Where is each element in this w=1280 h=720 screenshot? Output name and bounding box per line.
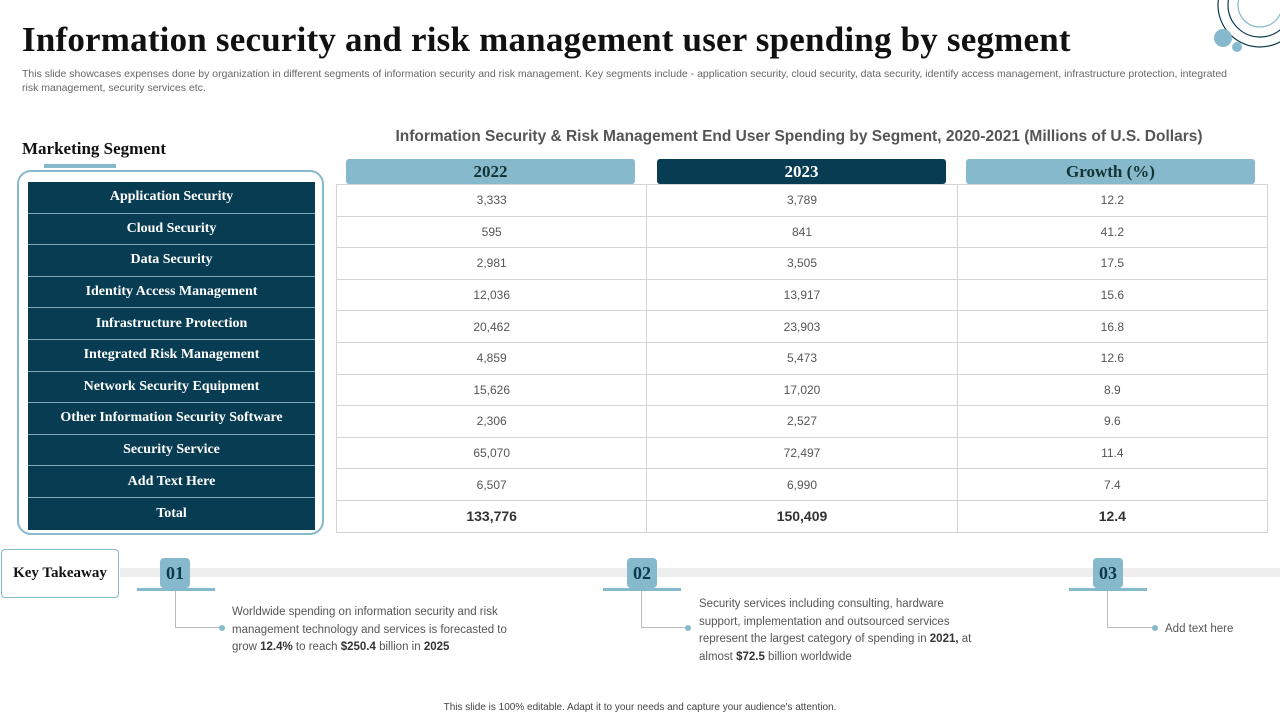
segment-row-security-service: Security Service xyxy=(28,434,315,467)
table-cell: 6,507 xyxy=(335,468,648,501)
table-cell: 2,981 xyxy=(335,247,648,280)
table-row: 65,070 72,497 11.4 xyxy=(335,436,1269,470)
table-cell: 11.4 xyxy=(956,436,1269,470)
takeaway-connector-03 xyxy=(1107,591,1154,628)
page-subtitle: This slide showcases expenses done by or… xyxy=(22,68,1228,94)
table-cell: 7.4 xyxy=(956,468,1269,501)
table-row: 4,859 5,473 12.6 xyxy=(335,341,1269,375)
takeaway-dot-03 xyxy=(1152,625,1158,631)
takeaway-dot-01 xyxy=(219,625,225,631)
takeaway-dot-02 xyxy=(685,625,691,631)
table-cell: 8.9 xyxy=(956,373,1269,407)
takeaway-text-run: Security services including consulting, … xyxy=(699,598,950,645)
table-cell: 3,505 xyxy=(646,247,958,280)
table-total-row: 133,776 150,409 12.4 xyxy=(335,499,1269,533)
table-row: 3,333 3,789 12.2 xyxy=(335,184,1269,217)
segment-row-network-security-equipment: Network Security Equipment xyxy=(28,371,315,404)
takeaway-text-01: Worldwide spending on information securi… xyxy=(232,604,522,657)
table-total-cell: 133,776 xyxy=(335,499,648,533)
table-row: 6,507 6,990 7.4 xyxy=(335,468,1269,501)
takeaway-underline-03 xyxy=(1069,588,1147,591)
table-total-cell: 12.4 xyxy=(956,499,1269,533)
footer-note: This slide is 100% editable. Adapt it to… xyxy=(443,702,837,713)
segment-row-other-information-security-software: Other Information Security Software xyxy=(28,403,315,435)
segment-row-total: Total xyxy=(28,497,315,530)
takeaway-highlight: 2021, xyxy=(929,633,959,645)
segment-row-infrastructure-protection: Infrastructure Protection xyxy=(28,308,315,340)
table-cell: 595 xyxy=(335,215,648,249)
takeaway-text-run: Worldwide spending on information securi… xyxy=(232,606,507,653)
table-cell: 12,036 xyxy=(335,278,648,312)
table-cell: 15,626 xyxy=(335,373,648,407)
takeaway-connector-02 xyxy=(641,591,688,628)
segment-row-data-security: Data Security xyxy=(28,245,315,277)
takeaway-text-run: billion worldwide xyxy=(764,650,852,663)
segment-list: Application Security Cloud Security Data… xyxy=(28,182,315,530)
takeaway-number-03: 03 xyxy=(1093,558,1123,588)
takeaway-underline-02 xyxy=(603,588,681,591)
table-cell: 2,527 xyxy=(646,405,958,438)
table-cell: 3,333 xyxy=(335,184,648,217)
table-cell: 17,020 xyxy=(646,373,958,407)
table-row: 20,462 23,903 16.8 xyxy=(335,310,1269,343)
table-cell: 13,917 xyxy=(646,278,958,312)
table-cell: 65,070 xyxy=(335,436,648,470)
table-cell: 20,462 xyxy=(335,310,648,343)
column-header-2023: 2023 xyxy=(657,159,946,184)
table-row: 15,626 17,020 8.9 xyxy=(335,373,1269,407)
table-cell: 41.2 xyxy=(956,215,1269,249)
takeaway-number-01: 01 xyxy=(160,558,190,588)
table-cell: 16.8 xyxy=(956,310,1269,343)
takeaway-text-02: Security services including consulting, … xyxy=(699,596,984,666)
column-header-2022: 2022 xyxy=(346,159,635,184)
segment-row-add-text-here: Add Text Here xyxy=(28,466,315,498)
table-cell: 4,859 xyxy=(335,341,648,375)
segment-row-cloud-security: Cloud Security xyxy=(28,213,315,246)
takeaway-bar xyxy=(120,568,1280,577)
page-title: Information security and risk management… xyxy=(22,20,1071,59)
key-takeaway-label: Key Takeaway xyxy=(1,549,119,598)
takeaway-underline-01 xyxy=(137,588,215,591)
table-cell: 12.6 xyxy=(956,341,1269,375)
table-cell: 9.6 xyxy=(956,405,1269,438)
takeaway-text-run: to reach xyxy=(292,641,341,653)
table-cell: 12.2 xyxy=(956,184,1269,217)
decorative-circles xyxy=(1214,0,1280,52)
table-cell: 3,789 xyxy=(646,184,958,217)
segment-row-integrated-risk-management: Integrated Risk Management xyxy=(28,339,315,372)
table-cell: 17.5 xyxy=(956,247,1269,280)
table-row: 2,306 2,527 9.6 xyxy=(335,405,1269,438)
takeaway-highlight: $250.4 xyxy=(340,641,376,653)
table-row: 12,036 13,917 15.6 xyxy=(335,278,1269,312)
takeaway-highlight: $72.5 xyxy=(736,650,765,663)
table-cell: 23,903 xyxy=(646,310,958,343)
column-header-growth: Growth (%) xyxy=(966,159,1255,184)
takeaway-text-run: Add text here xyxy=(1165,623,1234,635)
table-row: 595 841 41.2 xyxy=(335,215,1269,249)
table-cell: 2,306 xyxy=(335,405,648,438)
takeaway-text-run: billion in xyxy=(375,641,424,653)
segment-row-identity-access-management: Identity Access Management xyxy=(28,276,315,309)
takeaway-text-03: Add text here xyxy=(1165,621,1275,639)
segment-heading-underline xyxy=(44,164,116,168)
spending-table: 3,333 3,789 12.2 595 841 41.2 2,981 3,50… xyxy=(335,184,1269,533)
segment-heading: Marketing Segment xyxy=(22,139,167,158)
takeaway-number-02: 02 xyxy=(627,558,657,588)
table-title: Information Security & Risk Management E… xyxy=(395,128,1203,145)
takeaway-connector-01 xyxy=(175,591,222,628)
segment-row-application-security: Application Security xyxy=(28,182,315,214)
table-row: 2,981 3,505 17.5 xyxy=(335,247,1269,280)
segment-frame xyxy=(17,170,324,535)
table-cell: 5,473 xyxy=(646,341,958,375)
takeaway-highlight: 12.4% xyxy=(260,641,293,653)
table-cell: 6,990 xyxy=(646,468,958,501)
table-cell: 15.6 xyxy=(956,278,1269,312)
table-cell: 841 xyxy=(646,215,958,249)
table-cell: 72,497 xyxy=(646,436,958,470)
takeaway-highlight: 2025 xyxy=(423,641,450,653)
takeaway-text-run: at almost xyxy=(699,633,972,663)
table-total-cell: 150,409 xyxy=(646,499,958,533)
